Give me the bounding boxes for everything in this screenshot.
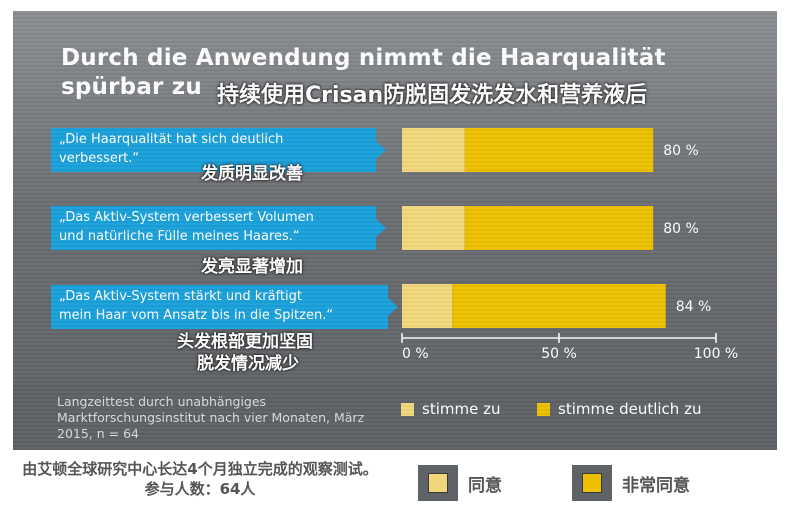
source-note: Langzeittest durch unabhängiges Marktfor… bbox=[57, 394, 365, 441]
x-tick-label-3: 100 % bbox=[694, 346, 738, 362]
cn-legend-strongly-agree-label: 非常同意 bbox=[622, 475, 690, 496]
x-tick-label-2: 50 % bbox=[541, 346, 577, 362]
bar-total-label-1: 80 % bbox=[663, 143, 699, 159]
bar-stimme-deutlich-zu-3 bbox=[452, 284, 666, 328]
cn-legend-strongly-agree-box bbox=[572, 465, 612, 501]
legend-stimme-zu: stimme zu bbox=[401, 400, 500, 418]
cn-legend-agree-swatch bbox=[428, 473, 448, 493]
statement-3-note-cn-1: 头发根部更加坚固 bbox=[177, 332, 313, 352]
statement-box-2: „Das Aktiv-System verbessert Volumen und… bbox=[51, 206, 386, 250]
chart-panel: Durch die Anwendung nimmt die Haarqualit… bbox=[13, 11, 777, 450]
cn-legend-agree: 同意 bbox=[418, 465, 502, 501]
legend-swatch-stimme-deutlich-zu bbox=[537, 402, 550, 416]
chart-title-line2: spürbar zu bbox=[61, 74, 202, 100]
bar-chart: 80 % 80 % 84 % 0 % 50 % 100 % bbox=[401, 128, 738, 362]
chart-title-cn: 持续使用Crisan防脱固发洗发水和营养液后 bbox=[217, 83, 648, 108]
statement-1-line-2: verbessert.“ bbox=[59, 151, 140, 166]
bar-stimme-deutlich-zu-2 bbox=[464, 206, 654, 250]
legend-swatch-stimme-zu bbox=[401, 402, 414, 416]
bar-stimme-deutlich-zu-1 bbox=[464, 128, 654, 172]
bar-total-label-2: 80 % bbox=[663, 221, 699, 237]
statement-box-3: „Das Aktiv-System stärkt und kräftigt me… bbox=[51, 285, 398, 329]
cn-legend-agree-label: 同意 bbox=[468, 475, 502, 496]
bar-stimme-zu-2 bbox=[402, 206, 465, 250]
bar-stimme-zu-1 bbox=[402, 128, 465, 172]
bar-stimme-zu-3 bbox=[402, 284, 453, 328]
bar-total-label-3: 84 % bbox=[676, 299, 712, 315]
cn-source-note: 由艾顿全球研究中心长达4个月独立完成的观察测试。参与人数：64人 bbox=[22, 460, 378, 498]
x-tick-label-1: 0 % bbox=[402, 346, 429, 362]
statement-2-line-2: und natürliche Fülle meines Haares.“ bbox=[59, 229, 300, 244]
statement-box-1: „Die Haarqualität hat sich deutlich verb… bbox=[51, 128, 386, 172]
cn-legend-strongly-agree-swatch bbox=[582, 473, 602, 493]
legend-label-stimme-zu: stimme zu bbox=[422, 400, 501, 418]
cn-legend-agree-box bbox=[418, 465, 458, 501]
statement-3-line-1: „Das Aktiv-System stärkt und kräftigt bbox=[59, 289, 302, 304]
statement-1-line-1: „Die Haarqualität hat sich deutlich bbox=[59, 132, 284, 147]
cn-legend-strongly-agree: 非常同意 bbox=[572, 465, 690, 501]
statement-3-line-2: mein Haar vom Ansatz bis in die Spitzen.… bbox=[59, 308, 334, 323]
statement-3-note-cn-2: 脱发情况减少 bbox=[197, 354, 299, 374]
statement-2-line-1: „Das Aktiv-System verbessert Volumen bbox=[59, 210, 314, 225]
legend-label-stimme-deutlich-zu: stimme deutlich zu bbox=[558, 400, 702, 418]
footer-band bbox=[13, 383, 777, 450]
statement-1-note-cn: 发质明显改善 bbox=[201, 164, 303, 184]
chart-title-line1: Durch die Anwendung nimmt die Haarqualit… bbox=[61, 45, 666, 71]
statement-2-note-cn: 发亮显著增加 bbox=[201, 257, 303, 277]
legend-stimme-deutlich-zu: stimme deutlich zu bbox=[537, 400, 701, 418]
